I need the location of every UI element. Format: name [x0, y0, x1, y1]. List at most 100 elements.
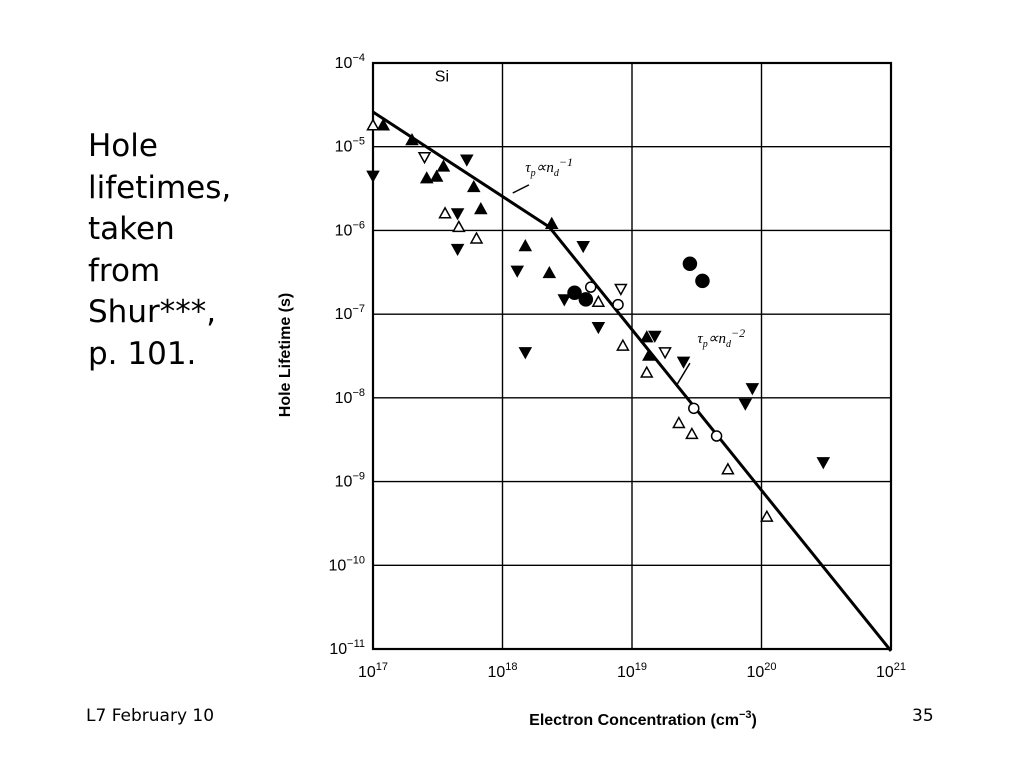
annotation-leader-line	[675, 362, 691, 387]
filled-down-triangle-point	[518, 347, 533, 360]
y-tick-label: 10−7	[335, 303, 365, 323]
slide-caption: Hole lifetimes, taken from Shur***, p. 101.	[88, 126, 288, 375]
filled-down-triangle-point	[591, 321, 606, 335]
y-tick-base: 10	[335, 390, 353, 407]
open-up-triangle-point	[685, 426, 699, 440]
open-up-triangle-point	[366, 118, 380, 131]
x-tick-base: 10	[487, 664, 505, 681]
filled-up-triangle-point	[474, 202, 488, 215]
x-tick-label: 1019	[617, 661, 647, 681]
open-circle-point	[584, 281, 597, 293]
annotation-prop: ∝	[536, 160, 547, 176]
plot-frame	[371, 61, 893, 651]
x-tick-label: 1020	[746, 661, 776, 681]
filled-up-triangle-point	[542, 265, 557, 279]
filled-down-triangle-point	[450, 208, 465, 221]
x-tick-label: 1021	[876, 661, 906, 681]
annotation-power: −2	[731, 326, 745, 340]
x-tick-label: 1017	[358, 661, 388, 681]
x-axis-label-main: Electron Concentration (cm	[529, 712, 739, 729]
y-tick-exponent: −5	[352, 136, 365, 148]
y-tick-exponent: −11	[347, 638, 365, 650]
y-tick-base: 10	[335, 222, 353, 239]
fit-annotation-fit-2: τp∝nd−2	[697, 326, 745, 350]
open-up-triangle-point	[438, 206, 452, 219]
open-up-triangle-point	[452, 219, 466, 233]
material-label: Si	[435, 69, 449, 86]
annotation-tau: τ	[697, 331, 703, 347]
filled-up-triangle-point	[544, 216, 559, 229]
filled-up-triangle-point	[429, 169, 444, 182]
filled-up-triangle-point	[639, 330, 654, 343]
x-tick-base: 10	[876, 664, 894, 681]
annotation-prop: ∝	[708, 331, 719, 347]
open-up-triangle-point	[672, 416, 686, 429]
open-down-triangle-point	[417, 152, 432, 165]
open-up-triangle-point	[469, 231, 484, 244]
annotation-leader-line	[512, 184, 530, 194]
annotation-n_sub: d	[554, 168, 560, 179]
x-tick-exponent: 18	[505, 661, 517, 673]
x-tick-exponent: 20	[764, 661, 776, 673]
filled-down-triangle-point	[576, 240, 590, 254]
y-tick-exponent: −9	[352, 471, 365, 483]
filled-down-triangle-point	[816, 457, 831, 470]
filled-circle-point	[578, 292, 594, 307]
filled-up-triangle-point	[642, 348, 656, 361]
y-tick-exponent: −10	[346, 554, 365, 566]
filled-up-triangle-point	[436, 159, 451, 172]
y-tick-base: 10	[329, 641, 347, 658]
caption-line: taken	[88, 211, 175, 247]
x-axis-label: Electron Concentration (cm−3)	[529, 709, 757, 729]
y-tick-exponent: −7	[352, 303, 365, 315]
y-tick-exponent: −8	[352, 387, 365, 399]
x-tick-base: 10	[358, 664, 376, 681]
filled-up-triangle-point	[419, 171, 434, 184]
chart-frame	[371, 61, 893, 651]
y-tick-label: 10−6	[335, 219, 365, 239]
open-up-triangle-point	[639, 365, 654, 378]
annotation-tau_sub: p	[702, 339, 708, 350]
fit-annotation-fit-1: τp∝nd−1	[525, 155, 573, 179]
annotation-tau_sub: p	[530, 168, 536, 179]
x-tick-exponent: 21	[894, 661, 906, 673]
x-tick-base: 10	[617, 664, 635, 681]
filled-circle-point	[682, 256, 698, 271]
filled-down-triangle-point	[450, 243, 465, 257]
filled-down-triangle-point	[676, 356, 691, 369]
caption-line: lifetimes,	[88, 169, 232, 206]
y-tick-label: 10−11	[329, 638, 365, 658]
open-down-triangle-point	[614, 283, 628, 296]
annotation-n: n	[719, 331, 727, 347]
annotation-n: n	[546, 160, 554, 176]
y-axis-label: Hole Lifetime (s)	[277, 293, 294, 417]
x-axis-label-close: )	[752, 712, 757, 729]
open-circle-point	[710, 430, 723, 442]
annotation-tau: τ	[525, 160, 531, 176]
caption-line: Hole	[88, 128, 158, 164]
open-up-triangle-point	[721, 462, 735, 475]
y-tick-base: 10	[335, 306, 353, 323]
x-tick-exponent: 17	[376, 661, 388, 673]
filled-down-triangle-point	[648, 330, 662, 343]
y-tick-base: 10	[329, 557, 347, 574]
open-circle-point	[612, 298, 624, 311]
footer-date: L7 February 10	[86, 706, 215, 726]
y-tick-label: 10−9	[335, 471, 365, 491]
data-points	[366, 118, 831, 522]
filled-down-triangle-point	[366, 170, 380, 183]
filled-down-triangle-point	[745, 383, 760, 396]
caption-line: from	[88, 252, 161, 289]
y-tick-label: 10−8	[335, 387, 365, 407]
filled-down-triangle-point	[460, 154, 474, 167]
filled-circle-point	[567, 285, 582, 301]
chart-grid	[372, 62, 892, 650]
filled-down-triangle-point	[738, 398, 753, 411]
y-tick-base: 10	[335, 474, 353, 491]
y-tick-base: 10	[335, 55, 353, 72]
open-circle-point	[688, 402, 700, 415]
y-tick-label: 10−4	[335, 52, 365, 72]
filled-up-triangle-point	[405, 133, 419, 146]
